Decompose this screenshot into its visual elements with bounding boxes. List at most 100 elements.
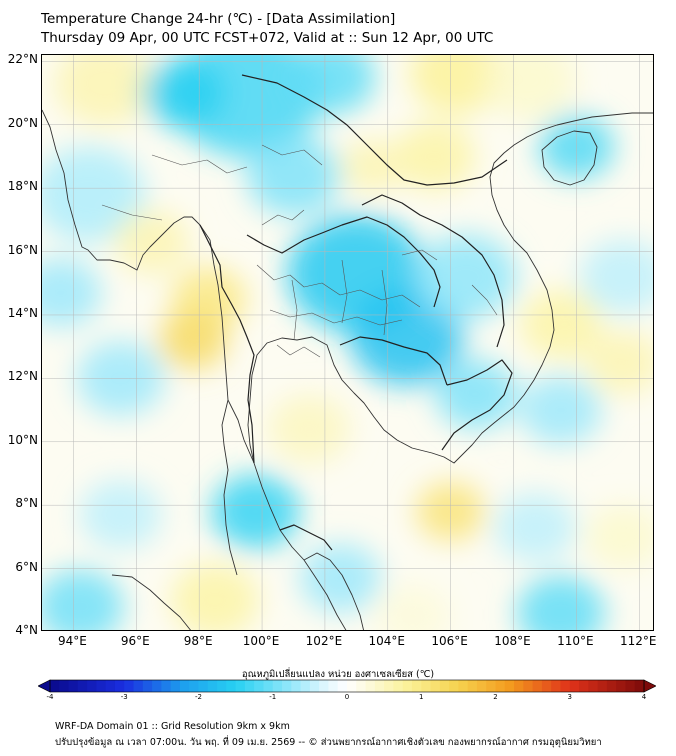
colorbar-segment: [124, 680, 135, 692]
warming-area: [409, 55, 505, 115]
colorbar-min-extend-arrow: [38, 679, 51, 693]
colorbar-segment: [634, 680, 645, 692]
colorbar-segment: [467, 680, 478, 692]
cooling-area: [350, 289, 464, 386]
colorbar-segment: [430, 680, 441, 692]
cooling-area: [246, 135, 341, 216]
colorbar-segment: [439, 680, 450, 692]
colorbar-segment: [347, 680, 357, 692]
colorbar-segment: [291, 680, 302, 692]
cooling-area: [142, 58, 225, 128]
border-thailand-laos: [246, 216, 441, 308]
map-panel[interactable]: [41, 54, 654, 631]
warming-area: [482, 55, 577, 121]
colorbar-segment: [152, 680, 162, 692]
border-myanmar-thailand: [199, 224, 255, 464]
longitude-label: 106°E: [431, 634, 468, 648]
border-thailand-cambodia: [339, 336, 448, 386]
warming-area: [114, 209, 190, 275]
cooling-area: [579, 239, 653, 315]
colorbar-segment: [59, 680, 70, 692]
colorbar-segment: [514, 680, 524, 692]
colorbar-segment: [402, 680, 413, 692]
cooling-area: [42, 569, 124, 630]
colorbar-segment: [523, 680, 534, 692]
colorbar-segment: [495, 680, 506, 692]
cooling-area: [519, 375, 602, 445]
colorbar-segment: [87, 680, 97, 692]
colorbar-segment: [476, 680, 487, 692]
colorbar-tick-label: 2: [493, 693, 498, 701]
latitude-label: 16°N: [7, 242, 38, 257]
colorbar-segment: [226, 680, 237, 692]
provincial-lines: [101, 144, 498, 358]
longitude-label: 104°E: [368, 634, 406, 648]
colorbar-tick-label: -2: [195, 693, 202, 701]
footer-model-info: WRF-DA Domain 01 :: Grid Resolution 9km …: [55, 721, 290, 732]
colorbar-segment: [597, 680, 608, 692]
colorbar-segment: [114, 680, 125, 692]
colorbar-segment: [384, 680, 394, 692]
cooling-area: [516, 575, 605, 630]
colorbar-max-extend-arrow: [643, 679, 656, 693]
colorbar-segment: [616, 680, 626, 692]
boundaries-layer: [42, 74, 653, 630]
warming-area: [54, 55, 156, 127]
warming-area: [519, 289, 602, 360]
colorbar-segment: [606, 680, 617, 692]
colorbar-segment: [161, 680, 172, 692]
latitude-label: 12°N: [7, 369, 38, 384]
colorbar-segment: [319, 680, 329, 692]
colorbar-segment: [105, 680, 116, 692]
longitude-label: 110°E: [557, 634, 594, 648]
longitude-label: 98°E: [183, 634, 213, 648]
cooling-area: [42, 146, 146, 243]
colorbar-segment: [560, 680, 571, 692]
colorbar-segment: [393, 680, 404, 692]
chart-title: Temperature Change 24-hr (℃) - [Data Ass…: [41, 11, 396, 27]
colorbar-tick-label: 0: [344, 693, 350, 701]
colorbar-segment: [458, 680, 469, 692]
latitude-label: 14°N: [7, 305, 38, 320]
coastline-hainan: [541, 130, 598, 186]
longitude-label: 100°E: [242, 634, 280, 648]
colorbar-segment: [625, 680, 636, 692]
latitude-label: 22°N: [7, 52, 38, 67]
colorbar-segment: [356, 680, 367, 692]
colorbar-tick-label: -3: [120, 693, 128, 701]
coastline-gulf: [247, 112, 653, 464]
warming-area: [170, 562, 259, 630]
colorbar-segment: [449, 680, 459, 692]
footer-credit: ปรับปรุงข้อมูล ณ เวลา 07:00น. วัน พฤ. ที…: [55, 737, 602, 748]
warming-area: [268, 394, 351, 464]
cooling-area: [42, 258, 102, 328]
latitude-label: 8°N: [15, 496, 38, 511]
latitude-label: 20°N: [7, 115, 38, 130]
colorbar-tick-label: 4: [641, 693, 647, 701]
latitude-label: 4°N: [15, 623, 38, 637]
longitude-label: 108°E: [494, 634, 531, 648]
cooling-area: [299, 543, 382, 613]
colorbar-segment: [579, 680, 589, 692]
latitude-label: 10°N: [7, 432, 38, 447]
border-china: [241, 74, 508, 186]
colorbar-segment: [532, 680, 543, 692]
colorbar-segment: [411, 680, 422, 692]
colorbar-segment: [365, 680, 376, 692]
cooling-area: [211, 474, 300, 549]
cooling-area: [79, 479, 162, 550]
warming-area: [394, 121, 476, 192]
colorbar-segment: [179, 680, 190, 692]
colorbar-segment: [504, 680, 515, 692]
longitude-label: 94°E: [57, 634, 87, 648]
colorbar-segment: [235, 680, 246, 692]
temperature-change-map: [42, 55, 653, 630]
coastline-burma-west: [42, 109, 238, 576]
colorbar-segment: [300, 680, 311, 692]
colorbar-segment: [421, 680, 432, 692]
colorbar-segment: [96, 680, 107, 692]
colorbar-segment: [588, 680, 599, 692]
colorbar-tick-label: -1: [269, 693, 277, 701]
colorbar-segment: [282, 680, 292, 692]
colorbar-segment: [374, 680, 385, 692]
